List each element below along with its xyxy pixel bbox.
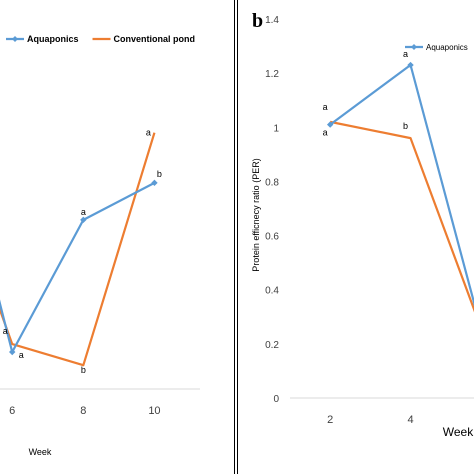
series-line [0, 181, 155, 354]
x-tick-label: 8 [80, 405, 86, 417]
legend-swatch-marker [12, 36, 18, 42]
data-point [9, 348, 16, 356]
data-point [151, 179, 158, 187]
legend-entry: Aquaponics [426, 43, 468, 52]
data-label: b [403, 121, 408, 131]
y-tick-label: 0 [273, 394, 279, 405]
y-tick-label: 0.8 [265, 177, 279, 188]
y-tick-label: 1 [273, 123, 279, 134]
data-label: a [19, 350, 24, 360]
legend-swatch-marker [411, 44, 417, 50]
y-tick-label: 0.2 [265, 340, 279, 351]
plot-area [326, 61, 474, 313]
data-label: a [403, 49, 408, 59]
y-tick-label: 0.6 [265, 232, 279, 243]
x-tick-label: 6 [9, 405, 15, 417]
series-line [329, 63, 474, 307]
data-label: b [157, 169, 162, 179]
series-line [0, 132, 156, 367]
x-tick-label: 10 [148, 405, 160, 417]
data-label: a [3, 326, 8, 336]
data-point [326, 121, 334, 128]
x-axis-title: Week [443, 425, 474, 439]
data-label: a [146, 128, 151, 138]
line-chart-left: 6 8 10 Week a a b a b a Aquaponics Conventional pon… [0, 34, 200, 457]
data-label: a [323, 102, 328, 112]
data-point [407, 61, 414, 69]
data-point [80, 216, 87, 224]
y-axis-title: Protein efficnecy ratio (PER) [251, 158, 261, 271]
legend-entry: Aquaponics [27, 34, 79, 44]
y-tick-label: 0.4 [265, 286, 279, 297]
panel-label: b [252, 10, 264, 32]
legend-entry: Conventional pond [114, 34, 196, 44]
data-label: a [323, 128, 328, 138]
x-tick-label: 2 [327, 414, 333, 426]
series-line [329, 120, 474, 313]
x-tick-label: 4 [407, 414, 413, 426]
y-tick-label: 1.2 [265, 69, 279, 80]
chart-panel-left: 6 8 10 Week a a b a b a Aquaponics Conventional pon… [0, 0, 235, 474]
plot-area [0, 132, 158, 367]
x-axis-title: Week [29, 447, 52, 457]
y-tick-label: 1.4 [265, 15, 279, 26]
data-label: b [81, 365, 86, 375]
data-label: a [81, 207, 86, 217]
